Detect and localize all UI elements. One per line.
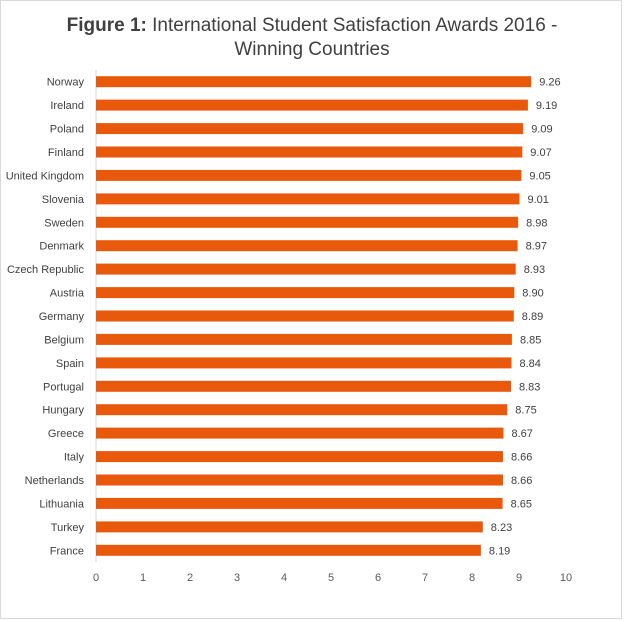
data-label: 8.23 [491,522,512,534]
x-tick-label: 3 [234,572,240,584]
x-tick-label: 6 [375,572,381,584]
bar [96,427,504,439]
category-label: Lithuania [39,498,85,510]
data-label: 8.19 [489,545,510,557]
bar [96,404,508,416]
category-label: Czech Republic [7,264,85,276]
category-label: Denmark [39,241,84,253]
category-label: Norway [47,77,85,89]
data-label: 8.67 [512,428,533,440]
bar [96,240,518,252]
bar [96,357,512,369]
x-tick-label: 4 [281,572,287,584]
category-label: Italy [64,452,85,464]
category-label: Hungary [42,405,84,417]
category-label: Poland [50,124,84,136]
category-label: Sweden [44,217,84,229]
category-label: Belgium [44,334,84,346]
x-tick-label: 8 [469,572,475,584]
data-label: 8.83 [519,381,540,393]
bar [96,497,503,509]
bar [96,474,503,486]
bar [96,287,515,299]
chart-title-line1: International Student Satisfaction Award… [146,15,558,36]
bar [96,451,503,463]
bar [96,263,516,275]
x-tick-label: 5 [328,572,334,584]
data-label: 9.07 [530,147,551,159]
bar [96,216,519,228]
category-label: Netherlands [25,475,85,487]
bar [96,380,511,392]
data-label: 8.66 [511,475,532,487]
x-tick-label: 9 [516,572,522,584]
bar [96,333,512,345]
data-label: 8.75 [515,405,536,417]
data-label: 8.93 [524,264,545,276]
category-label: France [50,545,84,557]
data-label: 8.85 [520,334,541,346]
data-label: 8.98 [526,217,547,229]
bar [96,76,532,88]
data-label: 8.90 [522,288,543,300]
category-label: Slovenia [42,194,85,206]
data-label: 9.26 [539,77,560,89]
x-tick-label: 7 [422,572,428,584]
chart-title-prefix: Figure 1: [66,15,147,36]
category-label: United Kingdom [6,170,84,182]
category-label: Austria [50,288,85,300]
chart-title: Figure 1: International Student Satisfac… [0,14,624,62]
category-label: Finland [48,147,84,159]
x-tick-label: 0 [93,572,99,584]
data-label: 8.65 [511,498,532,510]
data-label: 9.05 [529,170,550,182]
x-tick-label: 2 [187,572,193,584]
category-label: Spain [56,358,84,370]
category-label: Greece [48,428,84,440]
bar [96,310,514,322]
data-label: 9.19 [536,100,557,112]
bar [96,146,523,158]
x-tick-label: 10 [560,572,572,584]
data-label: 9.09 [531,124,552,136]
bar [96,193,520,205]
data-label: 8.97 [526,241,547,253]
bar [96,521,483,533]
data-label: 9.01 [528,194,549,206]
bar [96,544,481,556]
category-label: Turkey [51,522,85,534]
category-label: Ireland [50,100,84,112]
data-label: 8.89 [522,311,543,323]
bar [96,169,522,181]
data-label: 8.84 [520,358,541,370]
bar [96,99,528,111]
bar [96,123,524,135]
category-label: Germany [39,311,85,323]
category-label: Portugal [43,381,84,393]
x-tick-label: 1 [140,572,146,584]
data-label: 8.66 [511,452,532,464]
chart-title-line2: Winning Countries [234,39,390,60]
